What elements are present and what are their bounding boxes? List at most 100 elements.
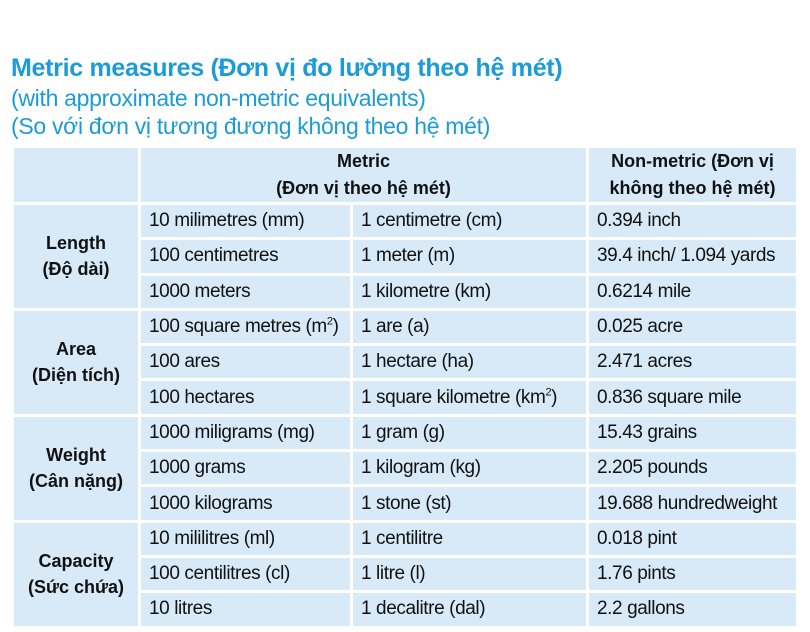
cell-text: 1 meter (m)	[361, 245, 455, 267]
cell-text: 100 square metres (m	[149, 316, 327, 338]
nonmetric-equiv-cell: 2.205 pounds	[586, 449, 799, 488]
cell-text: 1.76 pints	[597, 563, 676, 585]
table-row: Area (Diện tích) 100 square metres (m2) 1 a…	[11, 307, 799, 417]
cell-text: 19.688 hundredweight	[597, 492, 778, 514]
cell-text: 1 square kilometre (km	[361, 386, 546, 408]
metric-from-cell: 100 centilitres (cl)	[138, 554, 353, 594]
nonmetric-equiv-cell: 0.394 inch	[586, 201, 799, 241]
group-name-en: Length	[46, 233, 106, 254]
cell-text: 1 centimetre (cm)	[361, 210, 503, 232]
cell-text: 1000 meters	[149, 280, 251, 302]
group-label-weight: Weight (Cân nặng)	[11, 413, 141, 523]
cell-text: 0.025 acre	[597, 316, 683, 338]
cell-text: 2.471 acres	[597, 351, 692, 373]
cell-text: 39.4 inch/ 1.094 yards	[597, 245, 776, 267]
metric-from-cell: 1000 grams	[138, 449, 353, 488]
cell-text: 1 kilometre (km)	[361, 280, 491, 302]
group-name-vi: (Cân nặng)	[29, 471, 123, 492]
nonmetric-equiv-cell: 1.76 pints	[586, 554, 799, 594]
header-nonmetric-line1: Non-metric (Đơn vị	[611, 151, 774, 171]
table-row: 100 centilitres (cl) 1 litre (l) 1.76 pint…	[13, 554, 799, 594]
cell-text: 1000 kilograms	[149, 492, 273, 514]
cell-text: 1 hectare (ha)	[361, 351, 474, 373]
header-metric: Metric (Đơn vị theo hệ mét)	[138, 145, 589, 205]
cell-text: 1 decalitre (dal)	[361, 598, 486, 620]
superscript: 2	[545, 386, 552, 399]
cell-text: 1 centilitre	[361, 527, 443, 549]
cell-text-tail: )	[332, 316, 339, 338]
page-subtitle-en: (with approximate non-metric equivalents…	[11, 85, 426, 111]
nonmetric-equiv-cell: 2.471 acres	[586, 343, 799, 382]
nonmetric-equiv-cell: 15.43 grains	[586, 413, 799, 453]
metric-to-cell: 1 kilogram (kg)	[350, 449, 589, 488]
metric-from-cell: 10 mililitres (ml)	[138, 519, 353, 558]
nonmetric-equiv-cell: 2.2 gallons	[586, 590, 799, 629]
metric-to-cell: 1 are (a)	[350, 307, 589, 347]
metric-to-cell: 1 meter (m)	[350, 237, 589, 276]
nonmetric-equiv-cell: 19.688 hundredweight	[586, 484, 799, 523]
metric-to-cell: 1 centimetre (cm)	[350, 201, 589, 241]
cell-text: 2.205 pounds	[597, 457, 708, 479]
metric-measures-table: Metric (Đơn vị theo hệ mét) Non-metric (…	[11, 145, 799, 629]
header-metric-vi: (Đơn vị theo hệ mét)	[276, 178, 451, 198]
cell-text: 2.2 gallons	[597, 598, 685, 620]
group-name-vi: (Sức chứa)	[27, 577, 125, 598]
cell-text: 1000 miligrams (mg)	[149, 421, 315, 443]
superscript: 2	[326, 315, 333, 328]
nonmetric-equiv-cell: 0.6214 mile	[586, 272, 799, 311]
header-corner-cell	[11, 145, 141, 205]
cell-text: 1 gram (g)	[361, 421, 445, 443]
cell-text: 10 mililitres (ml)	[149, 527, 275, 549]
cell-text: 10 milimetres (mm)	[149, 210, 305, 232]
metric-to-cell: 1 litre (l)	[350, 554, 589, 594]
page-subtitle-vi: (So với đơn vị tương đương không theo hệ…	[11, 113, 491, 139]
cell-text: 100 ares	[149, 351, 220, 373]
cell-text: 100 centilitres (cl)	[149, 563, 290, 585]
cell-text: 1 stone (st)	[361, 492, 452, 514]
table-row: 1000 kilograms 1 stone (st) 19.688 hundred…	[13, 484, 799, 523]
cell-text: 0.836 square mile	[597, 386, 742, 408]
table-row: 10 litres 1 decalitre (dal) 2.2 gallons	[13, 590, 799, 629]
header-row: Metric (Đơn vị theo hệ mét) Non-metric (…	[11, 145, 799, 205]
cell-text: 10 litres	[149, 598, 212, 620]
cell-text: 1 kilogram (kg)	[361, 457, 481, 479]
cell-text: 1 are (a)	[361, 316, 430, 338]
metric-to-cell: 1 stone (st)	[350, 484, 589, 523]
table-row: Length (Độ dài) 10 milimetres (mm) 1 centim…	[11, 201, 799, 311]
page-title: Metric measures (Đơn vị đo lường theo hệ…	[11, 54, 563, 82]
metric-from-cell: 10 milimetres (mm)	[138, 201, 353, 241]
metric-to-cell: 1 gram (g)	[350, 413, 589, 453]
cell-text-tail: )	[551, 386, 558, 408]
metric-to-cell: 1 square kilometre (km2)	[350, 378, 589, 417]
table-body: Metric (Đơn vị theo hệ mét) Non-metric (…	[11, 145, 799, 629]
table-row: 1000 meters 1 kilometre (km) 0.6214 mile	[13, 272, 799, 311]
metric-from-cell: 1000 miligrams (mg)	[138, 413, 353, 453]
table-row: Weight (Cân nặng) 1000 miligrams (mg) 1 gra…	[11, 413, 799, 523]
title-block: Metric measures (Đơn vị đo lường theo hệ…	[11, 52, 563, 140]
nonmetric-equiv-cell: 0.836 square mile	[586, 378, 799, 417]
metric-to-cell: 1 centilitre	[350, 519, 589, 558]
cell-text: 15.43 grains	[597, 421, 697, 443]
nonmetric-equiv-cell: 0.018 pint	[586, 519, 799, 558]
table-row: 1000 grams 1 kilogram (kg) 2.205 pounds	[13, 449, 799, 488]
header-metric-en: Metric	[336, 151, 390, 171]
group-label-capacity: Capacity (Sức chứa)	[11, 519, 141, 629]
metric-to-cell: 1 hectare (ha)	[350, 343, 589, 382]
table-row: Capacity (Sức chứa) 10 mililitres (ml) 1 ce…	[11, 519, 799, 629]
group-name-en: Weight	[46, 445, 106, 466]
cell-text: 0.6214 mile	[597, 280, 691, 302]
group-label-area: Area (Diện tích)	[11, 307, 141, 417]
metric-from-cell: 1000 meters	[138, 272, 353, 311]
metric-from-cell: 10 litres	[138, 590, 353, 629]
group-name-vi: (Độ dài)	[42, 259, 110, 280]
metric-from-cell: 1000 kilograms	[138, 484, 353, 523]
group-name-en: Capacity	[38, 551, 114, 572]
table-row: 100 hectares 1 square kilometre (km2) 0.83…	[13, 378, 799, 417]
nonmetric-equiv-cell: 39.4 inch/ 1.094 yards	[586, 237, 799, 276]
table-row: 100 ares 1 hectare (ha) 2.471 acres	[13, 343, 799, 382]
metric-from-cell: 100 ares	[138, 343, 353, 382]
cell-text: 0.018 pint	[597, 527, 677, 549]
metric-from-cell: 100 hectares	[138, 378, 353, 417]
metric-from-cell: 100 centimetres	[138, 237, 353, 276]
table-row: 100 centimetres 1 meter (m) 39.4 inch/ 1.0…	[13, 237, 799, 276]
